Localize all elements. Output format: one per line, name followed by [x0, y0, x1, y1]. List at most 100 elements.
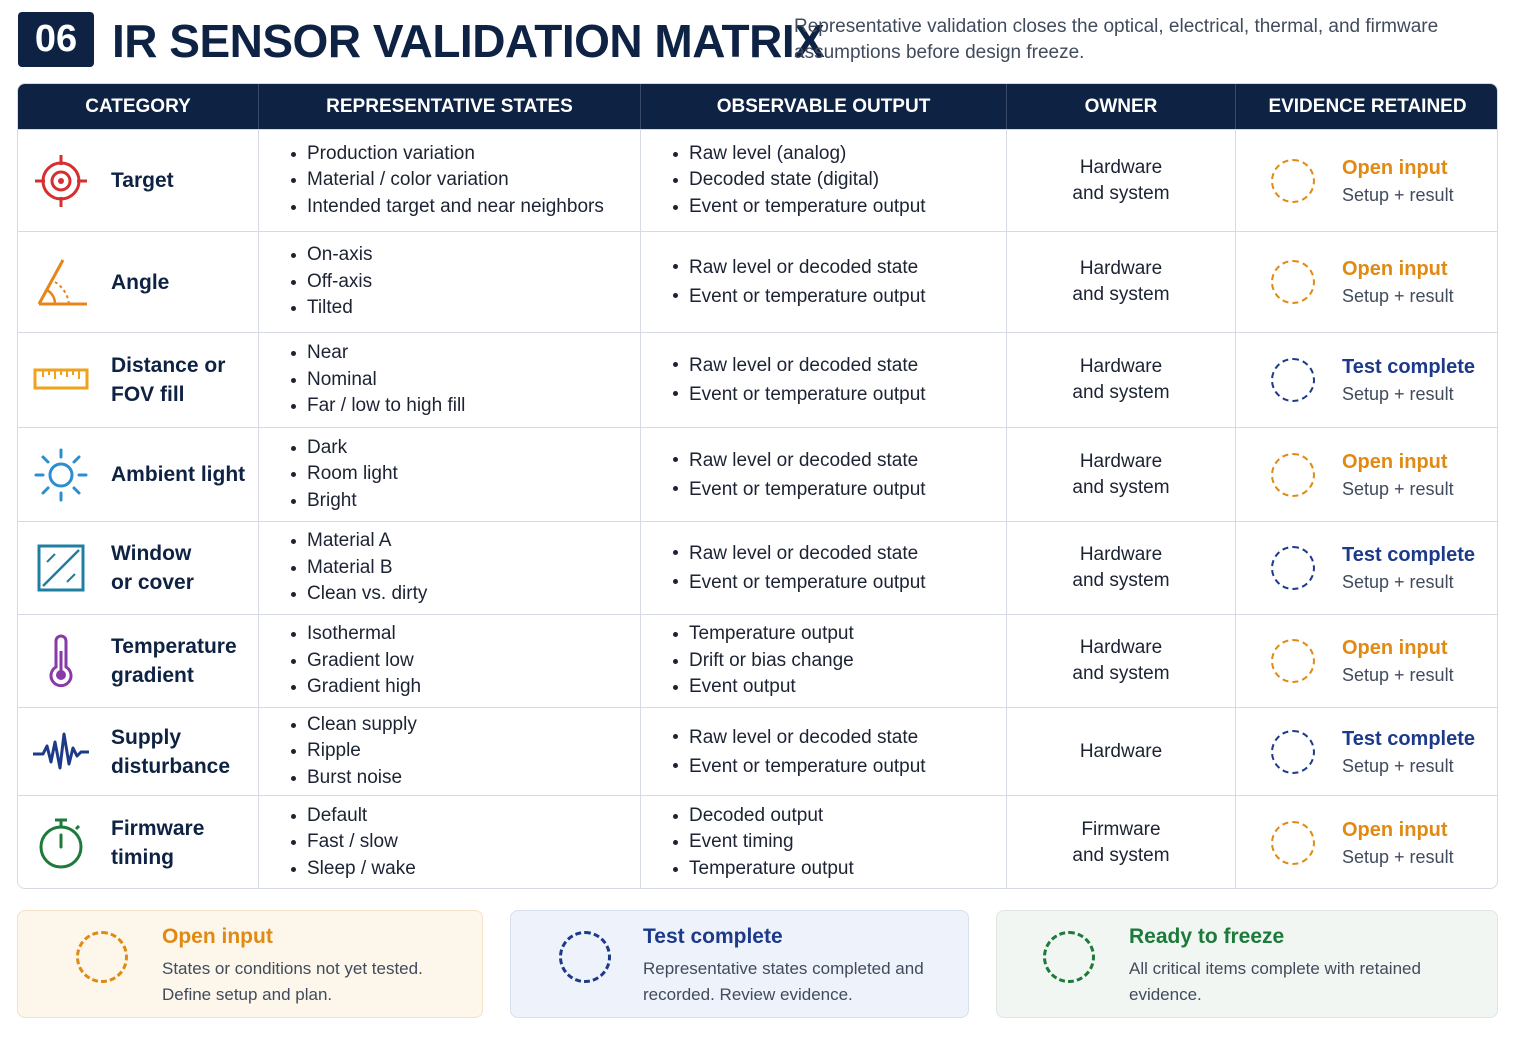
table-row: Supply disturbance Clean supply Ripple Bur… [18, 707, 1497, 795]
evidence-cell: Open input Setup + result [1236, 130, 1497, 231]
category-cell: Window or cover [18, 522, 259, 614]
status-badge: Open input [1342, 450, 1448, 473]
output-item: Event or temperature output [673, 475, 926, 504]
output-item: Raw level or decoded state [673, 539, 926, 568]
owner-cell: Hardware [1007, 708, 1236, 795]
output-list: Raw level or decoded state Event or tempe… [641, 723, 926, 781]
state-item: Bright [291, 488, 398, 515]
states-cell: Default Fast / slow Sleep / wake [259, 796, 641, 888]
owner-label: Hardware and system [1072, 450, 1170, 498]
owner-cell: Hardware and system [1007, 522, 1236, 614]
category-cell: Target [18, 130, 259, 231]
states-cell: On-axis Off-axis Tilted [259, 232, 641, 332]
states-cell: Production variation Material / color var… [259, 130, 641, 231]
status-text: Open input Setup + result [1342, 634, 1454, 689]
page-subtitle: Representative validation closes the opt… [794, 16, 1439, 63]
category-cell: Angle [18, 232, 259, 332]
column-header-category: CATEGORY [18, 84, 259, 129]
legend-title: Test complete [643, 925, 783, 948]
output-item: Decoded state (digital) [673, 167, 926, 194]
thermometer-icon [33, 633, 89, 689]
states-list: Default Fast / slow Sleep / wake [259, 803, 416, 883]
owner-label: Hardware and system [1072, 544, 1170, 591]
states-cell: Isothermal Gradient low Gradient high [259, 615, 641, 707]
table-row: Window or cover Material A Material B Clea… [18, 521, 1497, 614]
state-item: Sleep / wake [291, 856, 416, 883]
category-label: Angle [111, 270, 170, 294]
states-list: Dark Room light Bright [259, 435, 398, 515]
output-item: Event or temperature output [673, 752, 926, 781]
owner-cell: Hardware and system [1007, 615, 1236, 707]
output-list: Raw level or decoded state Event or tempe… [641, 446, 926, 504]
state-item: Production variation [291, 141, 604, 168]
owner-cell: Hardware and system [1007, 428, 1236, 521]
output-item: Drift or bias change [673, 648, 854, 675]
output-item: Temperature output [673, 621, 854, 648]
table-row: Angle On-axis Off-axis Tilted Raw level or… [18, 231, 1497, 332]
status-text: Test complete Setup + result [1342, 725, 1475, 780]
owner-cell: Hardware and system [1007, 130, 1236, 231]
states-cell: Material A Material B Clean vs. dirty [259, 522, 641, 614]
state-item: Intended target and near neighbors [291, 194, 604, 221]
evidence-cell: Test complete Setup + result [1236, 708, 1497, 795]
states-cell: Clean supply Ripple Burst noise [259, 708, 641, 795]
output-item: Event or temperature output [673, 282, 926, 311]
evidence-label: Setup + result [1342, 478, 1454, 499]
category-label: Firmware timing [111, 816, 205, 869]
output-item: Raw level or decoded state [673, 723, 926, 752]
status-text: Test complete Setup + result [1342, 353, 1475, 408]
table-row: Temperature gradient Isothermal Gradient … [18, 614, 1497, 707]
owner-label: Hardware and system [1072, 356, 1170, 403]
states-list: On-axis Off-axis Tilted [259, 242, 372, 322]
ruler-icon [33, 352, 89, 408]
legend-test-complete: Test complete Representative states comp… [510, 910, 969, 1018]
states-list: Near Nominal Far / low to high fill [259, 340, 465, 420]
output-cell: Raw level or decoded state Event or tempe… [641, 708, 1007, 795]
status-text: Open input Setup + result [1342, 154, 1454, 209]
state-item: Burst noise [291, 765, 417, 792]
legend-description: States or conditions not yet tested. Def… [162, 959, 423, 1004]
table-row: Target Production variation Material / co… [18, 129, 1497, 231]
category-label: Window or cover [111, 542, 194, 594]
output-item: Event output [673, 674, 854, 701]
category-label: Temperature gradient [111, 635, 237, 687]
output-cell: Decoded output Event timing Temperature ou… [641, 796, 1007, 888]
evidence-cell: Open input Setup + result [1236, 796, 1497, 888]
state-item: Dark [291, 435, 398, 462]
owner-cell: Firmware and system [1007, 796, 1236, 888]
output-item: Raw level or decoded state [673, 351, 926, 380]
output-item: Raw level (analog) [673, 141, 926, 168]
open-status-ring-icon [1271, 158, 1315, 203]
state-item: Tilted [291, 295, 372, 322]
state-item: Default [291, 803, 416, 830]
states-list: Material A Material B Clean vs. dirty [259, 528, 427, 608]
table-row: Firmware timing Default Fast / slow Sleep … [18, 795, 1497, 888]
output-item: Raw level or decoded state [673, 446, 926, 475]
complete-status-ring-icon [559, 931, 611, 983]
status-text: Test complete Setup + result [1342, 541, 1475, 596]
evidence-label: Setup + result [1342, 572, 1454, 592]
evidence-label: Setup + result [1342, 184, 1454, 205]
column-header-evidence: EVIDENCE RETAINED [1268, 95, 1467, 117]
status-badge: Test complete [1342, 727, 1475, 750]
output-item: Event or temperature output [673, 568, 926, 597]
owner-label: Hardware [1079, 740, 1163, 762]
legend-title: Ready to freeze [1129, 925, 1285, 948]
status-badge: Test complete [1342, 544, 1475, 566]
states-cell: Dark Room light Bright [259, 428, 641, 521]
state-item: Ripple [291, 738, 417, 765]
output-list: Raw level or decoded state Event or tempe… [641, 351, 926, 409]
output-cell: Raw level (analog) Decoded state (digital… [641, 130, 1007, 231]
open-status-ring-icon [1271, 452, 1315, 497]
status-text: Open input Setup + result [1342, 448, 1454, 503]
status-text: Open input Setup + result [1342, 816, 1454, 871]
category-cell: Ambient light [18, 428, 259, 521]
output-cell: Raw level or decoded state Event or tempe… [641, 522, 1007, 614]
state-item: Material B [291, 555, 427, 582]
output-list: Temperature output Drift or bias change Ev… [641, 621, 854, 701]
category-label: Target [111, 169, 174, 192]
legend-description: All critical items complete with retaine… [1129, 959, 1421, 1004]
output-cell: Raw level or decoded state Event or tempe… [641, 333, 1007, 427]
table-row: Ambient light Dark Room light Bright Raw l… [18, 427, 1497, 521]
output-item: Raw level or decoded state [673, 253, 926, 282]
